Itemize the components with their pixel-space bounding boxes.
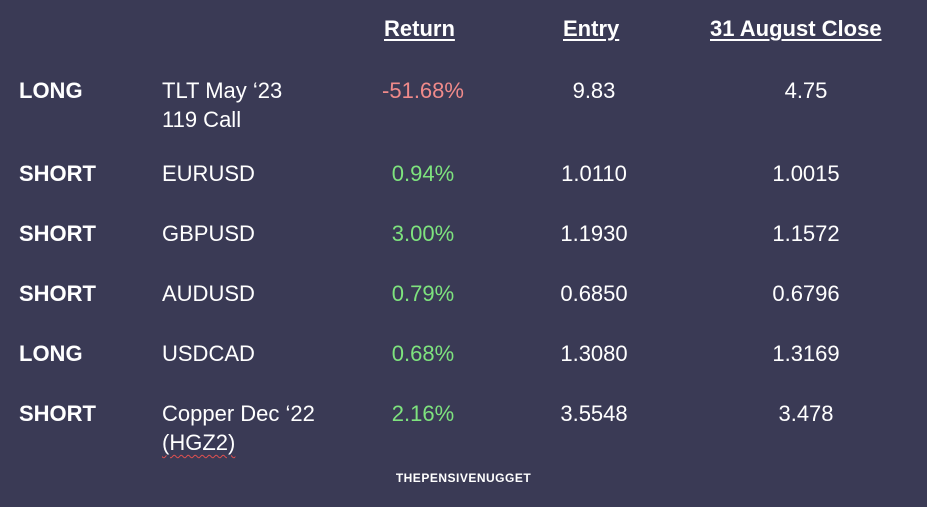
header-close: 31 August Close bbox=[710, 16, 882, 41]
instrument-line2: (HGZ2) bbox=[162, 428, 362, 457]
direction-label: LONG bbox=[19, 341, 83, 366]
return-value: 0.68% bbox=[391, 341, 455, 366]
watermark-logo: THEPENSIVENUGGET bbox=[395, 471, 532, 485]
instrument-line1: Copper Dec ‘22 bbox=[162, 401, 315, 426]
direction-label: SHORT bbox=[19, 401, 96, 426]
direction-label: SHORT bbox=[19, 221, 96, 246]
instrument-line2: 119 Call bbox=[162, 107, 242, 132]
close-value: 4.75 bbox=[784, 78, 828, 103]
entry-value: 1.0110 bbox=[561, 161, 627, 186]
header-return: Return bbox=[384, 16, 455, 41]
direction-label: SHORT bbox=[19, 281, 96, 306]
instrument-label: GBPUSD bbox=[162, 221, 255, 246]
instrument-line1: TLT May ‘23 bbox=[162, 78, 283, 103]
instrument-label: EURUSD bbox=[162, 161, 255, 186]
instrument-label: AUDUSD bbox=[162, 281, 255, 306]
close-value: 0.6796 bbox=[772, 281, 840, 306]
instrument-label: TLT May ‘23 119 Call bbox=[162, 76, 362, 134]
direction-label: LONG bbox=[19, 78, 83, 103]
entry-value: 0.6850 bbox=[560, 281, 628, 306]
trade-row: SHORT EURUSD 0.94% 1.0110 1.0015 bbox=[0, 159, 927, 219]
instrument-label: Copper Dec ‘22 (HGZ2) bbox=[162, 399, 362, 457]
return-value: 0.94% bbox=[391, 161, 455, 186]
close-value: 1.0015 bbox=[772, 161, 840, 186]
return-value: 2.16% bbox=[391, 401, 455, 426]
close-value: 1.3169 bbox=[772, 341, 840, 366]
trade-row: LONG USDCAD 0.68% 1.3080 1.3169 bbox=[0, 339, 927, 399]
trade-row: LONG TLT May ‘23 119 Call -51.68% 9.83 4… bbox=[0, 76, 927, 136]
instrument-label: USDCAD bbox=[162, 341, 255, 366]
direction-label: SHORT bbox=[19, 161, 96, 186]
close-value: 1.1572 bbox=[772, 221, 840, 246]
return-value: -51.68% bbox=[382, 78, 464, 103]
entry-value: 1.3080 bbox=[560, 341, 628, 366]
entry-value: 9.83 bbox=[572, 78, 616, 103]
header-entry: Entry bbox=[563, 16, 620, 41]
spellcheck-marked-text: (HGZ2) bbox=[162, 430, 236, 455]
return-value: 0.79% bbox=[391, 281, 455, 306]
trade-row: SHORT GBPUSD 3.00% 1.1930 1.1572 bbox=[0, 219, 927, 279]
entry-value: 3.5548 bbox=[560, 401, 628, 426]
return-value: 3.00% bbox=[391, 221, 455, 246]
close-value: 3.478 bbox=[778, 401, 834, 426]
trade-row: SHORT Copper Dec ‘22 (HGZ2) 2.16% 3.5548… bbox=[0, 399, 927, 459]
trade-row: SHORT AUDUSD 0.79% 0.6850 0.6796 bbox=[0, 279, 927, 339]
entry-value: 1.1930 bbox=[560, 221, 628, 246]
